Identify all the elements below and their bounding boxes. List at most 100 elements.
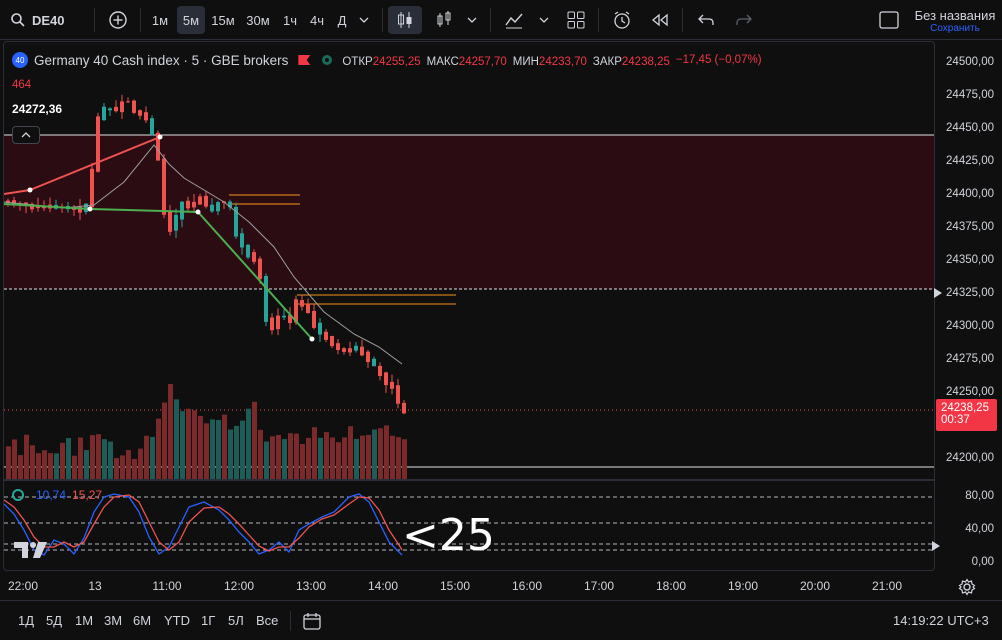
volume-bar [402, 439, 407, 479]
current-price: 24238,25 [941, 402, 989, 414]
price-label: 24200,00 [946, 452, 994, 464]
candle-body [192, 201, 196, 208]
replay-button[interactable] [646, 6, 674, 34]
ohlc-low: МИН24233,70 [512, 55, 587, 68]
candles-chart-type-button[interactable] [388, 6, 422, 34]
redo-button[interactable] [730, 6, 758, 34]
candle-body [114, 106, 118, 112]
stoch-k-value: 10,74 [36, 488, 67, 502]
volume-bar [336, 442, 341, 479]
tradingview-logo [14, 540, 48, 563]
volume-bar [312, 427, 317, 479]
layout-name[interactable]: Без названия Сохранить [912, 8, 998, 34]
candle-body [150, 118, 154, 135]
price-label: 24475,00 [946, 89, 994, 101]
save-link[interactable]: Сохранить [930, 23, 980, 34]
price-label: 24375,00 [946, 221, 994, 233]
symbol-search-button[interactable]: DE40 [6, 6, 76, 34]
candle-body [246, 244, 250, 258]
oscillator-legend[interactable]: 10,74 15,27 [12, 488, 102, 502]
undo-button[interactable] [692, 6, 720, 34]
time-label: 12:00 [223, 579, 255, 593]
volume-bar [96, 434, 101, 479]
stoch-k-line [4, 493, 403, 556]
volume-bar [156, 418, 161, 479]
bottom-toolbar: 1Д 5Д 1М 3М 6М YTD 1Г 5Л Все 14:19:22 UT… [0, 600, 1002, 640]
top-toolbar: DE40 1м 5м 15м 30м 1ч 4ч Д [0, 0, 1002, 40]
volume-value: 464 [12, 79, 32, 91]
price-label: 24500,00 [946, 56, 994, 68]
interval-1d[interactable]: Д [337, 12, 347, 28]
goto-date-button[interactable] [302, 611, 322, 636]
candle-body [252, 252, 256, 262]
search-icon [11, 13, 25, 27]
volume-bar [114, 458, 119, 479]
range-all[interactable]: Все [256, 613, 279, 628]
price-scale[interactable]: 24500,00 24475,00 24450,00 24425,00 2440… [934, 41, 1002, 479]
volume-bar [240, 420, 245, 479]
bars-chart-type-button[interactable] [430, 6, 458, 34]
oscillator-levels [4, 496, 934, 551]
chart-type-dropdown[interactable] [462, 6, 482, 34]
range-1d[interactable]: 1Д [18, 613, 35, 628]
layout-title: Без названия [914, 8, 996, 23]
range-5d[interactable]: 5Д [46, 613, 63, 628]
chart-settings-button[interactable] [958, 578, 976, 601]
range-5y[interactable]: 5Л [228, 613, 244, 628]
candle-body [210, 204, 214, 212]
collapse-legend-button[interactable] [12, 126, 40, 144]
volume-bar [222, 414, 227, 479]
interval-30m[interactable]: 30м [246, 12, 270, 28]
volume-bar [384, 425, 389, 479]
volume-bar [306, 437, 311, 479]
alert-button[interactable] [608, 6, 636, 34]
range-1m[interactable]: 1М [75, 613, 94, 628]
time-label: 21:00 [871, 579, 903, 593]
undo-icon [698, 14, 714, 25]
time-axis[interactable]: 22:00 13 11:00 12:00 13:00 14:00 15:00 1… [0, 572, 935, 600]
moving-average-line [4, 144, 403, 365]
volume-bar [198, 415, 203, 479]
candle-body [132, 100, 136, 113]
volume-bar [66, 438, 71, 479]
time-label: 22:00 [7, 579, 39, 593]
volume-bar [18, 455, 23, 479]
interval-1m[interactable]: 1м [151, 12, 169, 28]
price-label: 24350,00 [946, 254, 994, 266]
range-ytd[interactable]: YTD [164, 613, 190, 628]
chart-legend[interactable]: 40 Germany 40 Cash index · 5 · GBE broke… [12, 52, 762, 68]
volume-bar [138, 448, 143, 479]
interval-5m[interactable]: 5м [177, 6, 205, 34]
range-3m[interactable]: 3М [104, 613, 123, 628]
candle-body [84, 203, 88, 212]
price-label: 24400,00 [946, 188, 994, 200]
candle-body [306, 303, 310, 314]
layout-checkbox[interactable] [875, 6, 903, 34]
gear-icon [958, 578, 976, 596]
indicators-dropdown[interactable] [534, 6, 554, 34]
intervals-dropdown[interactable] [354, 6, 374, 34]
volume-bar [84, 450, 89, 479]
templates-button[interactable] [562, 6, 590, 34]
interval-1h[interactable]: 1ч [282, 12, 297, 28]
crosshair-price: 24272,36 [12, 102, 63, 116]
price-chart[interactable] [4, 42, 935, 571]
interval-15m[interactable]: 15м [211, 12, 235, 28]
orange-levels [229, 194, 456, 305]
range-1y[interactable]: 1Г [201, 613, 216, 628]
indicators-button[interactable] [500, 6, 528, 34]
oscillator-scale[interactable]: 80,00 40,00 0,00 [932, 482, 1002, 572]
volume-bar [264, 441, 269, 479]
interval-4h[interactable]: 4ч [309, 12, 324, 28]
compare-button[interactable] [104, 6, 132, 34]
chart-pane[interactable]: 40 Germany 40 Cash index · 5 · GBE broke… [3, 41, 935, 571]
symbol-title: Germany 40 Cash index · 5 · GBE brokers [34, 52, 289, 68]
candle-body [336, 343, 340, 350]
annotation-text: <25 [402, 510, 495, 561]
candle-body [6, 200, 10, 204]
clock-timezone[interactable]: 14:19:22 UTC+3 [893, 613, 989, 628]
candle-body [354, 345, 358, 351]
range-6m[interactable]: 6М [133, 613, 152, 628]
symbol-badge: 40 [12, 52, 28, 68]
volume-bar [204, 423, 209, 479]
